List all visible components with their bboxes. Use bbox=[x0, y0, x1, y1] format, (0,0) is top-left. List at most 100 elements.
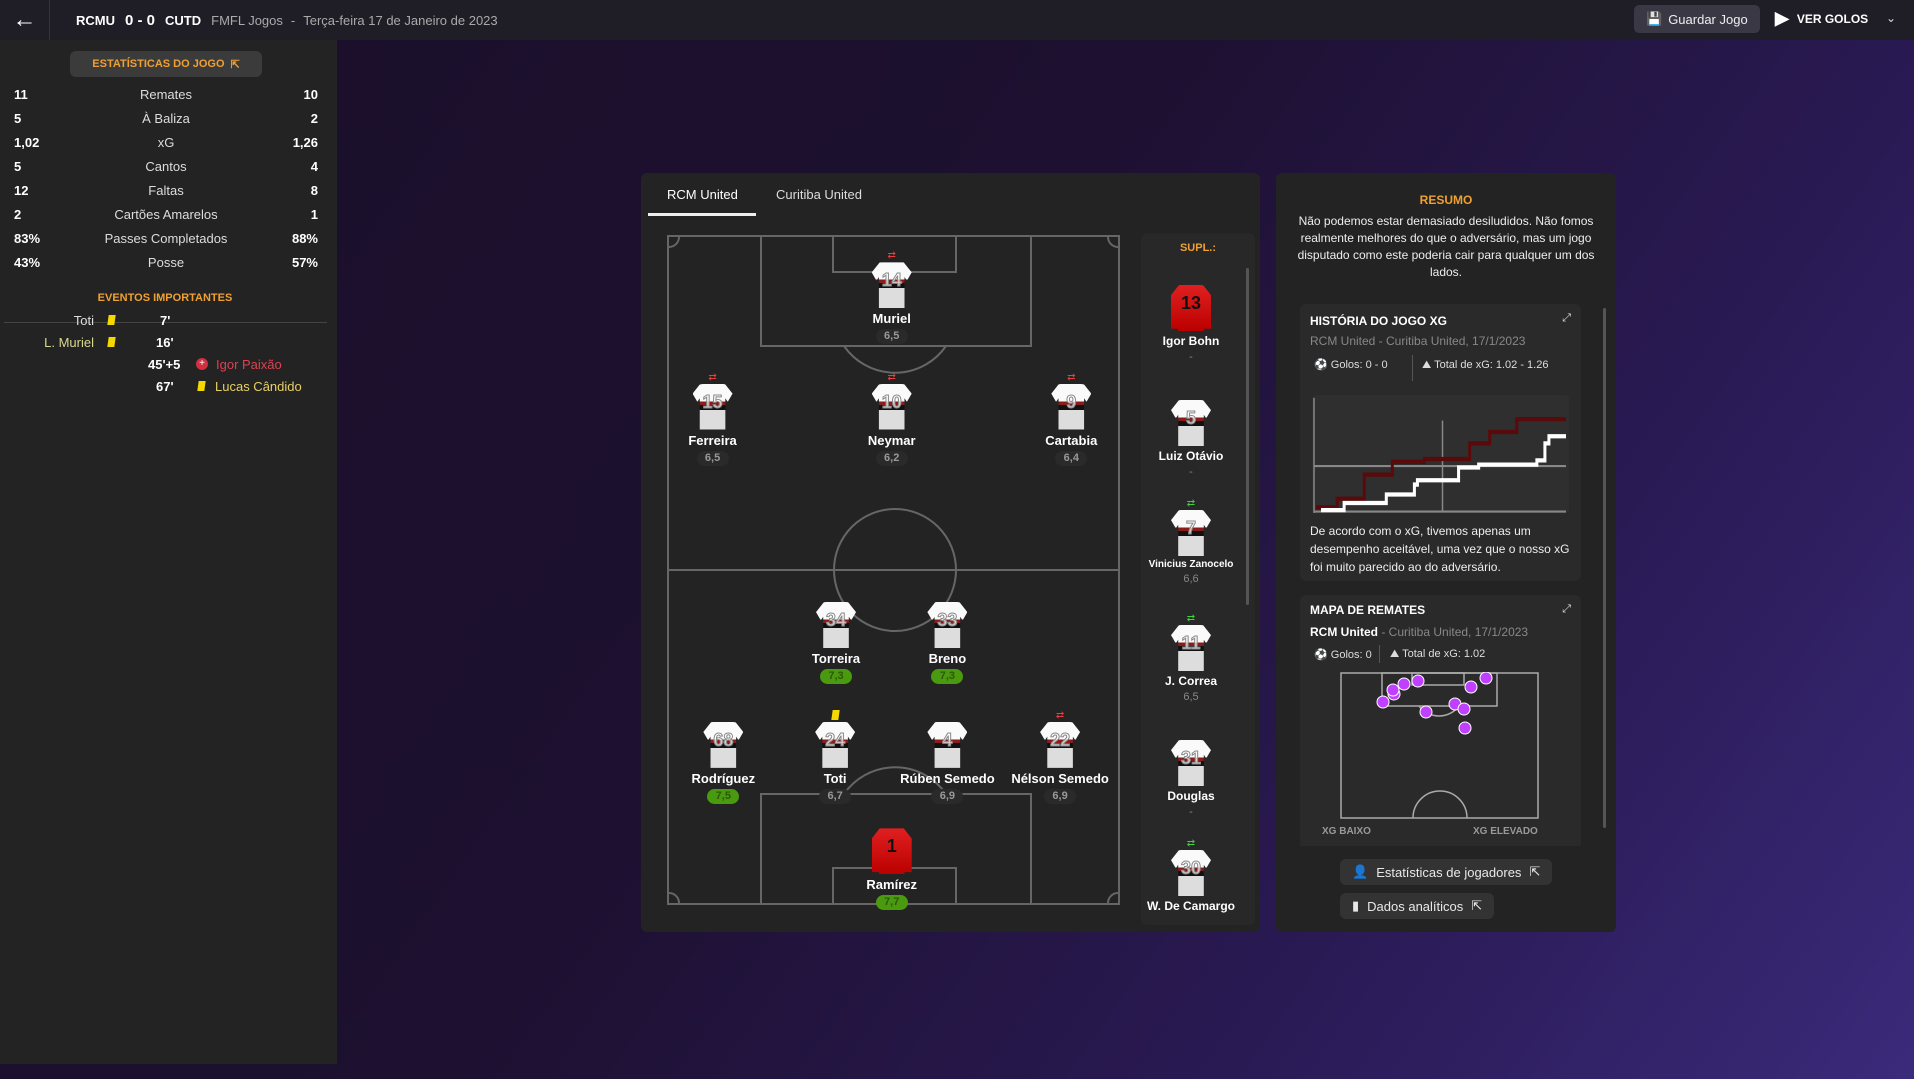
shot-marker[interactable] bbox=[1479, 672, 1493, 685]
substitute-4[interactable]: 31 Douglas - bbox=[1141, 728, 1241, 818]
xg-meta: ⛰ Total de xG: 1.02 bbox=[1390, 648, 1485, 661]
player-name: Muriel bbox=[872, 311, 911, 327]
shirt-number: 10 bbox=[881, 391, 902, 412]
save-game-button[interactable]: 💾 Guardar Jogo bbox=[1634, 5, 1760, 33]
shot-marker[interactable] bbox=[1386, 683, 1400, 697]
player-9[interactable]: ⇄ 22 Nélson Semedo 6,9 bbox=[1005, 710, 1115, 804]
substitution-out-icon: ⇄ bbox=[708, 371, 717, 383]
yellow-card-icon bbox=[780, 709, 890, 722]
stat-away: 4 bbox=[310, 158, 318, 174]
substitution-out-icon: ⇄ bbox=[1055, 709, 1065, 721]
active-tab-indicator bbox=[648, 213, 756, 216]
goals-text: Golos: 0 - 0 bbox=[1330, 359, 1388, 371]
player-rating: 7,5 bbox=[707, 788, 740, 804]
shirt-number: 15 bbox=[702, 391, 723, 412]
stat-label: Cantos bbox=[145, 158, 187, 174]
stat-label: À Baliza bbox=[142, 110, 190, 126]
player-4[interactable]: 34 Torreira 7,3 bbox=[781, 590, 891, 684]
substitute-0[interactable]: 13 Igor Bohn - bbox=[1141, 273, 1241, 363]
stat-label: Passes Completados bbox=[104, 230, 228, 246]
shot-marker[interactable] bbox=[1419, 705, 1433, 719]
jersey-icon: 14 bbox=[871, 262, 912, 309]
tab-rcm-united[interactable]: RCM United bbox=[667, 187, 738, 202]
player-name: J. Correa bbox=[1164, 674, 1218, 688]
jersey-icon: 10 bbox=[871, 383, 912, 430]
shirt-number: 31 bbox=[1180, 748, 1202, 769]
shot-marker[interactable] bbox=[1457, 702, 1471, 716]
event-row: + Igor Paixão bbox=[196, 355, 282, 373]
shot-marker[interactable] bbox=[1411, 674, 1425, 688]
event-player[interactable]: Toti bbox=[73, 312, 94, 328]
substitute-2[interactable]: ⇄ 7 Vinicius Zanocelo 6,6 bbox=[1141, 498, 1241, 585]
pitch: ⇄ 14 Muriel 6,5 ⇄ 15 Ferreira 6,5 ⇄ 10 Neymar 6,2 ⇄ 9… bbox=[667, 235, 1120, 911]
shirt-number: 1 bbox=[886, 836, 897, 857]
view-goals-button[interactable]: ▶ VER GOLOS bbox=[1775, 8, 1868, 29]
jersey-icon: 31 bbox=[1171, 740, 1211, 786]
match-stats-title: ESTATÍSTICAS DO JOGO bbox=[92, 58, 225, 70]
chevron-down-icon[interactable]: ⌄ bbox=[1886, 11, 1897, 25]
stat-label: Cartões Amarelos bbox=[114, 206, 218, 222]
shot-map-match: - Curitiba United, 17/1/2023 bbox=[1378, 625, 1529, 639]
xg-high-label: XG ELEVADO bbox=[1473, 826, 1538, 837]
shirt-number: 24 bbox=[825, 729, 846, 750]
home-xg-line bbox=[1321, 434, 1566, 513]
substitute-5[interactable]: ⇄ 30 W. De Camargo bbox=[1141, 838, 1241, 916]
event-row: Toti bbox=[73, 311, 116, 329]
save-label: Guardar Jogo bbox=[1668, 11, 1748, 27]
player-stats-button[interactable]: 👤 Estatísticas de jogadores ⇱ bbox=[1340, 859, 1553, 885]
player-name: Luiz Otávio bbox=[1158, 449, 1224, 463]
shirt-number: 7 bbox=[1185, 518, 1196, 539]
player-3[interactable]: ⇄ 9 Cartabia 6,4 bbox=[1016, 372, 1126, 466]
event-row: Lucas Cândido bbox=[197, 377, 302, 395]
shot-marker[interactable] bbox=[1376, 695, 1390, 709]
shirt-number: 13 bbox=[1180, 293, 1202, 313]
expand-icon[interactable]: ⤢ bbox=[1562, 603, 1571, 615]
player-10[interactable]: 1 Ramírez 7,7 bbox=[837, 816, 947, 911]
player-name: Ramírez bbox=[866, 877, 917, 893]
event-player[interactable]: L. Muriel bbox=[44, 334, 94, 350]
player-5[interactable]: 33 Breno 7,3 bbox=[892, 590, 1002, 684]
player-name: Cartabia bbox=[1045, 432, 1098, 448]
top-bar: ← RCMU 0 - 0 CUTD FMFL Jogos - Terça-fei… bbox=[0, 0, 1914, 40]
event-player[interactable]: Lucas Cândido bbox=[215, 378, 302, 394]
shot-marker[interactable] bbox=[1397, 677, 1411, 691]
shirt-number: 33 bbox=[937, 609, 958, 630]
competition[interactable]: FMFL Jogos bbox=[211, 12, 283, 28]
substitution-out-icon: ⇄ bbox=[1067, 371, 1076, 383]
tab-curitiba-united[interactable]: Curitiba United bbox=[776, 187, 862, 202]
player-name: Nélson Semedo bbox=[1011, 770, 1109, 786]
substitute-3[interactable]: ⇄ 11 J. Correa 6,5 bbox=[1141, 613, 1241, 703]
stat-label: xG bbox=[157, 134, 175, 150]
expand-icon[interactable]: ⤢ bbox=[1562, 312, 1571, 324]
player-8[interactable]: 4 Rúben Semedo 6,9 bbox=[892, 710, 1002, 804]
stat-away: 1 bbox=[310, 206, 318, 222]
shot-marker[interactable] bbox=[1458, 721, 1472, 735]
stat-label: Remates bbox=[139, 86, 193, 102]
player-name: Breno bbox=[928, 650, 967, 666]
player-0[interactable]: ⇄ 14 Muriel 6,5 bbox=[837, 250, 947, 345]
substitution-in-icon: ⇄ bbox=[1186, 838, 1196, 849]
injury-icon: + bbox=[196, 358, 208, 370]
match-stats-button[interactable]: ESTATÍSTICAS DO JOGO ⇱ bbox=[70, 51, 262, 77]
player-2[interactable]: ⇄ 10 Neymar 6,2 bbox=[837, 372, 947, 466]
football-icon: ⚽ bbox=[1314, 359, 1328, 371]
away-team-abbr: CUTD bbox=[165, 12, 202, 28]
analytics-button[interactable]: ▮ Dados analíticos ⇱ bbox=[1340, 893, 1495, 919]
stat-row: 43% Posse 57% bbox=[14, 252, 318, 272]
back-arrow-icon[interactable]: ← bbox=[0, 0, 50, 40]
summary-panel: RESUMO Não podemos estar demasiado desil… bbox=[1276, 173, 1616, 932]
shot-marker[interactable] bbox=[1464, 680, 1478, 694]
yellow-card-icon bbox=[107, 337, 116, 347]
player-7[interactable]: 24 Toti 6,7 bbox=[780, 709, 890, 804]
substitute-1[interactable]: 5 Luiz Otávio - bbox=[1141, 388, 1241, 478]
stat-home: 43% bbox=[14, 254, 41, 270]
summary-scrollbar[interactable] bbox=[1603, 308, 1606, 828]
separator: - bbox=[290, 12, 296, 28]
stat-home: 1,02 bbox=[14, 134, 40, 150]
subs-scrollbar[interactable] bbox=[1246, 268, 1249, 605]
player-rating: 6,5 bbox=[1183, 691, 1199, 703]
event-player[interactable]: Igor Paixão bbox=[216, 356, 282, 372]
player-6[interactable]: 68 Rodríguez 7,5 bbox=[668, 710, 778, 804]
away-xg-line bbox=[1316, 417, 1566, 510]
player-1[interactable]: ⇄ 15 Ferreira 6,5 bbox=[658, 372, 768, 466]
